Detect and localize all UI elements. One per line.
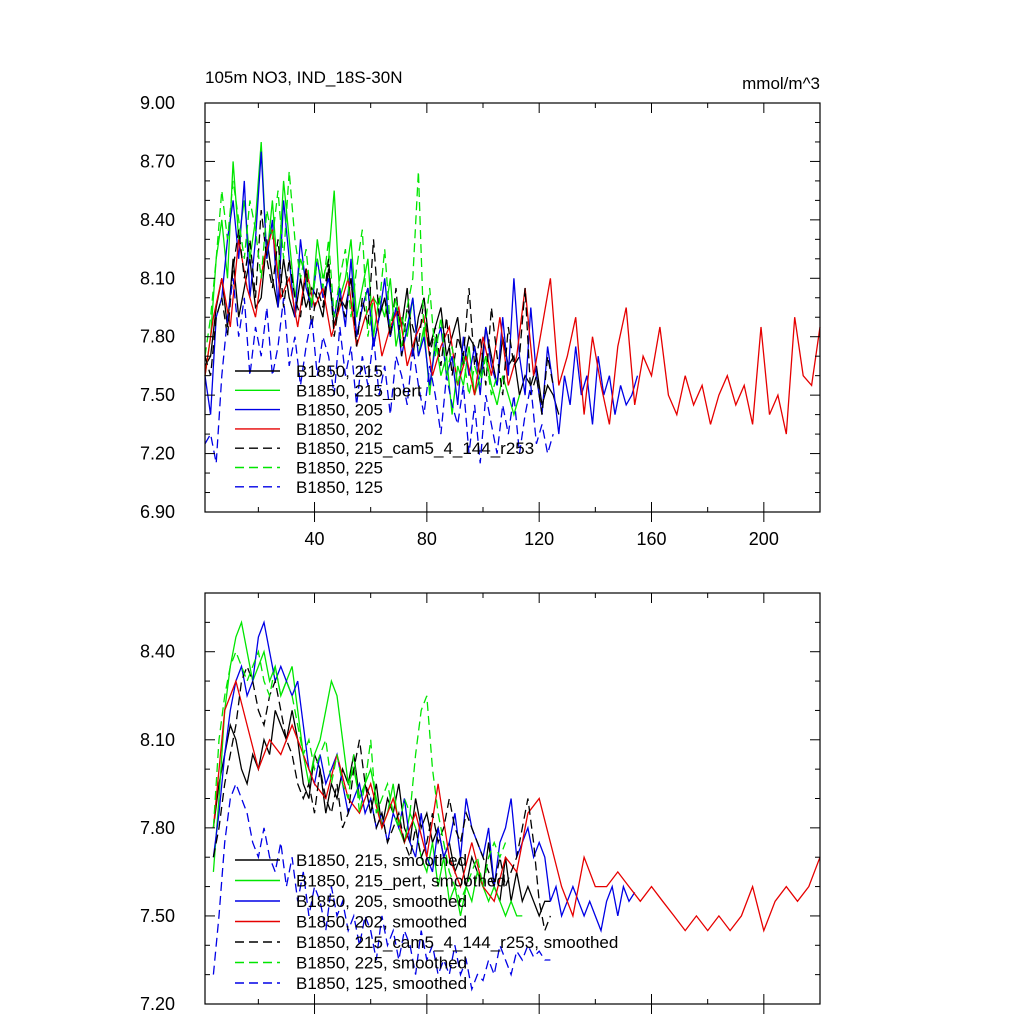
y-tick-label: 8.40: [140, 210, 175, 230]
legend-label: B1850, 215, smoothed: [296, 851, 467, 870]
legend-label: B1850, 215_pert, smoothed: [296, 872, 506, 891]
legend-label: B1850, 215_pert: [296, 381, 422, 400]
legend-label: B1850, 202: [296, 420, 383, 439]
y-tick-label: 7.20: [140, 444, 175, 464]
legend-label: B1850, 125: [296, 478, 383, 497]
y-tick-label: 7.20: [140, 994, 175, 1014]
y-tick-label: 8.10: [140, 268, 175, 288]
legend-label: B1850, 202, smoothed: [296, 913, 467, 932]
series-line: [212, 620, 636, 933]
legend-label: B1850, 215_cam5_4_144_r253: [296, 439, 534, 458]
series-line: [204, 151, 639, 435]
series-line: [212, 620, 523, 918]
y-tick-label: 7.50: [140, 906, 175, 926]
legend-label: B1850, 205: [296, 401, 383, 420]
series-line: [212, 678, 821, 933]
legend-label: B1850, 225, smoothed: [296, 954, 467, 973]
x-tick-label: 40: [305, 529, 325, 549]
y-tick-label: 9.00: [140, 93, 175, 113]
series-line: [212, 781, 551, 992]
series-line: [204, 278, 554, 464]
legend-label: B1850, 125, smoothed: [296, 974, 467, 993]
x-tick-label: 160: [636, 529, 666, 549]
series-line: [204, 210, 554, 415]
series-line: [204, 229, 821, 435]
x-tick-label: 120: [524, 529, 554, 549]
y-tick-label: 8.40: [140, 642, 175, 662]
chart-title: 105m NO3, IND_18S-30N: [205, 68, 402, 87]
legend-label: B1850, 205, smoothed: [296, 892, 467, 911]
top-panel: 6.90 7.20 7.50 7.80 8.10 8.40 8.70 9.00 40 80 120 1…: [140, 68, 821, 549]
y-tick-label: 6.90: [140, 502, 175, 522]
y-tick-label: 7.80: [140, 327, 175, 347]
bottom-panel: 7.20 7.50 7.80 8.10 8.40 B1850, 215, smoothed…: [140, 592, 821, 1014]
y-tick-label: 7.80: [140, 818, 175, 838]
y-tick-label: 8.10: [140, 730, 175, 750]
plot-frame: [204, 102, 821, 513]
legend-label: B1850, 215_cam5_4_144_r253, smoothed: [296, 933, 618, 952]
x-tick-label: 80: [417, 529, 437, 549]
y-tick-label: 8.70: [140, 151, 175, 171]
y-tick-label: 7.50: [140, 385, 175, 405]
series-line: [204, 171, 498, 396]
legend-label: B1850, 225: [296, 459, 383, 478]
legend-label: B1850, 215: [296, 362, 383, 381]
x-tick-label: 200: [749, 529, 779, 549]
units-label: mmol/m^3: [742, 74, 820, 93]
